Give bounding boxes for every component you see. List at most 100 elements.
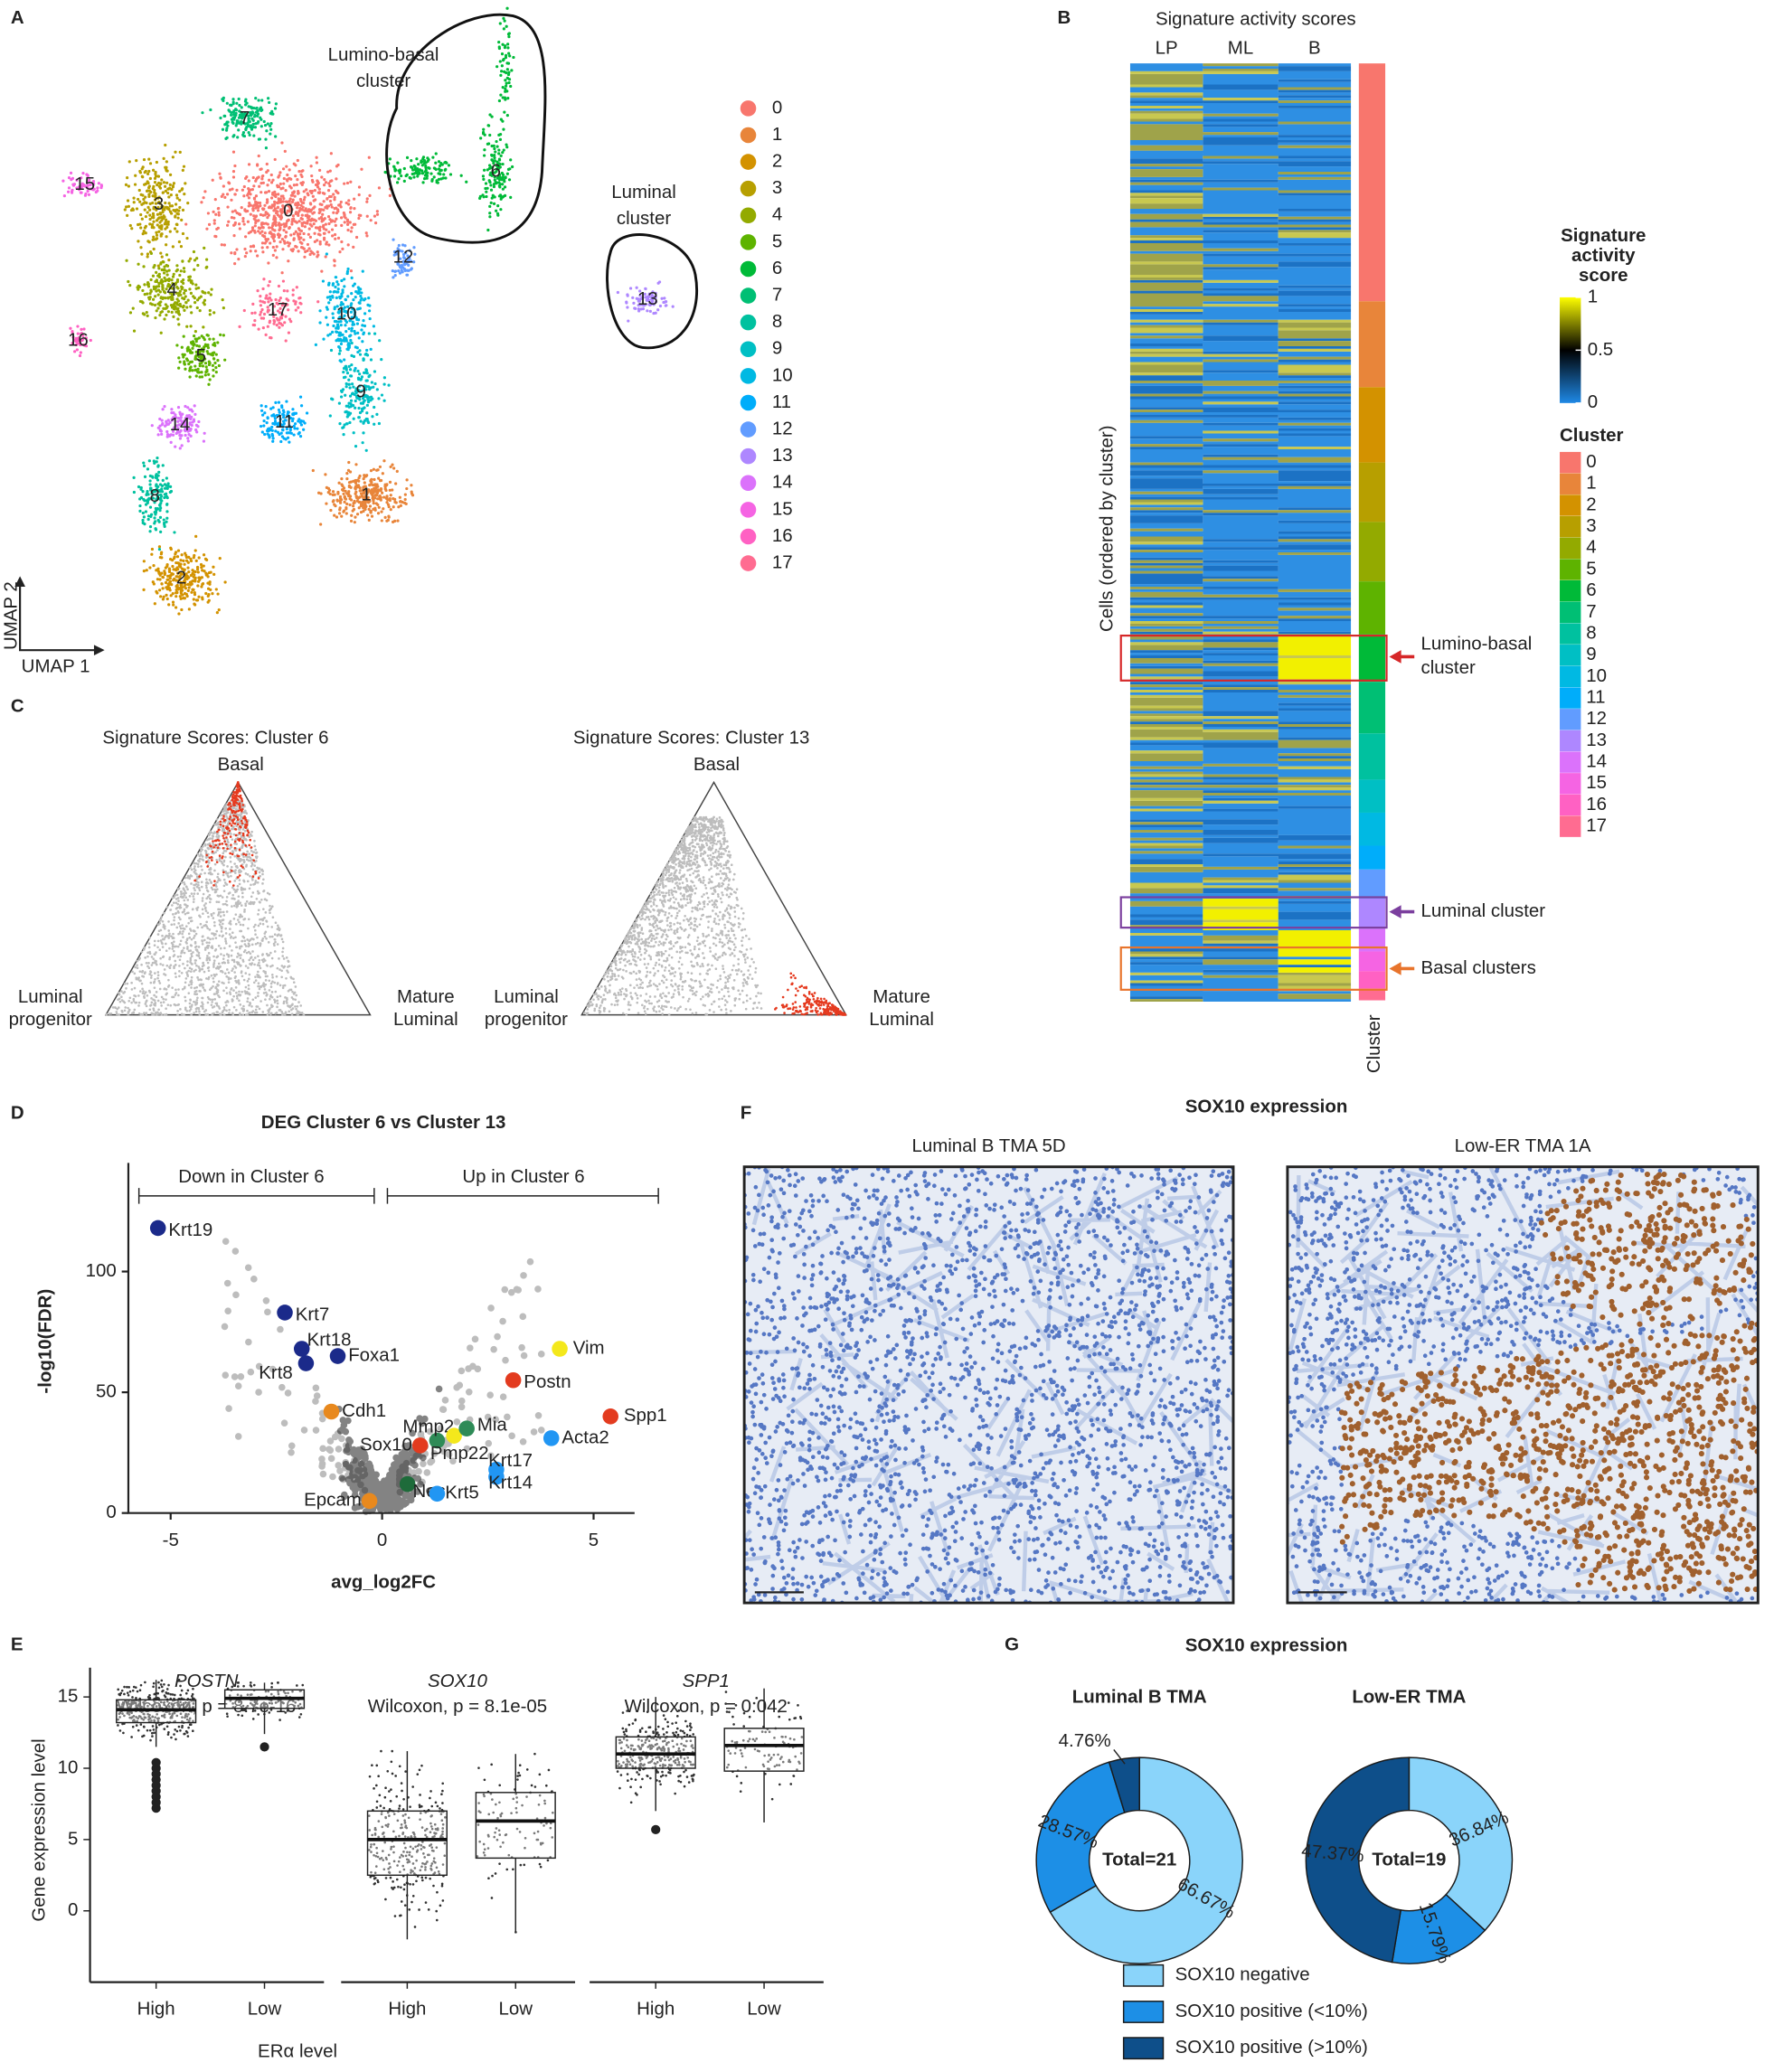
gene-highlight	[149, 1220, 166, 1237]
gene-highlight	[429, 1432, 446, 1449]
umap-cell-points	[150, 404, 206, 450]
legend-swatch	[1560, 645, 1581, 666]
vertex-label: Luminal	[393, 1009, 458, 1030]
legend-label: SOX10 positive (>10%)	[1175, 2037, 1368, 2058]
legend-label: 4	[772, 204, 782, 225]
ternary-points	[105, 799, 306, 1016]
panel-letter: D	[11, 1103, 24, 1124]
donut-total: Total=21	[1102, 1850, 1176, 1870]
donut-label: 4.76%	[1059, 1730, 1111, 1751]
legend-label: 2	[1586, 494, 1596, 514]
cluster-label: 2	[176, 568, 186, 589]
legend-label: 13	[1586, 730, 1607, 750]
legend-label: 6	[772, 258, 782, 278]
vertex-label: Luminal	[869, 1009, 934, 1030]
colorbar-title: score	[1579, 265, 1628, 286]
legend-swatch	[1122, 2001, 1165, 2023]
panel-letter: B	[1058, 7, 1071, 28]
cluster-bar-segment	[1358, 581, 1386, 635]
outlier	[651, 1824, 661, 1834]
vertex-label: Mature	[873, 986, 930, 1007]
legend-label: 13	[772, 445, 793, 466]
stained-nuclei	[1338, 1172, 1759, 1594]
cluster-outline	[606, 233, 698, 350]
legend-label: 14	[772, 472, 793, 493]
cluster-bar-segment	[1358, 682, 1386, 734]
chart-title: Signature activity scores	[1156, 8, 1356, 29]
cluster-bar-segment	[1358, 988, 1386, 1001]
image-frame	[1286, 1165, 1760, 1605]
cluster-label: 3	[154, 193, 164, 214]
gene-highlight	[458, 1420, 475, 1436]
gene-highlight	[446, 1427, 462, 1444]
facet-gene: SPP1	[683, 1671, 730, 1691]
jitter-points	[225, 1681, 305, 1721]
vertex-label: progenitor	[485, 1009, 568, 1030]
heatmap-cells	[1129, 63, 1352, 1002]
y-tick-label: 50	[96, 1381, 117, 1402]
umap-cell-points	[616, 280, 675, 323]
cluster-annotation: Luminal	[611, 182, 676, 202]
legend-label: 7	[772, 284, 782, 305]
cluster-label: 7	[240, 108, 250, 128]
ternary-title: Signature Scores: Cluster 6	[102, 728, 328, 749]
x-tick-label: Low	[747, 1999, 781, 2020]
axis-label: Gene expression level	[28, 1738, 49, 1921]
facet-gene: POSTN	[175, 1671, 239, 1691]
annotation-box	[1119, 634, 1388, 682]
legend-label: 16	[1586, 794, 1607, 815]
gene-label: Foxa1	[348, 1344, 400, 1365]
heatmap-cells	[1129, 63, 1352, 1002]
legend-swatch	[1560, 665, 1581, 688]
donut-slice	[1049, 1756, 1243, 1964]
cluster-label: 0	[283, 200, 293, 221]
y-tick-label: 10	[58, 1756, 79, 1777]
facet-test: Wilcoxon, p = 0.042	[625, 1696, 788, 1717]
cluster-label: 9	[356, 381, 366, 402]
legend-label: 3	[1586, 515, 1596, 536]
donut-slice	[1035, 1761, 1126, 1914]
ihc-image	[744, 1166, 1233, 1604]
legend-swatch	[740, 447, 757, 465]
bracket-label: Down in Cluster 6	[178, 1166, 324, 1187]
legend-swatch	[740, 100, 757, 117]
legend-label: 17	[772, 551, 793, 572]
ternary-highlight-points	[774, 972, 847, 1016]
y-tick-label: 0	[106, 1502, 116, 1522]
x-tick-label: 0	[377, 1530, 387, 1550]
legend-label: 6	[1586, 579, 1596, 600]
axis-label: UMAP 1	[22, 656, 90, 677]
donut-total: Total=19	[1372, 1850, 1446, 1870]
umap-cell-points	[201, 96, 278, 150]
donut-title: Luminal B TMA	[1072, 1687, 1207, 1708]
facet-gene: SOX10	[428, 1671, 488, 1691]
legend-swatch	[740, 368, 757, 384]
image-title: Luminal B TMA 5D	[911, 1135, 1065, 1156]
gene-label: Sox10	[360, 1434, 412, 1455]
cluster-label: 15	[74, 174, 95, 194]
x-tick-label: High	[388, 1999, 426, 2020]
legend-swatch	[740, 394, 757, 411]
legend-swatch	[1560, 730, 1581, 752]
axis-label: -log10(FDR)	[35, 1289, 56, 1394]
legend-swatch	[740, 207, 757, 224]
axis-label: avg_log2FC	[331, 1572, 436, 1593]
gene-points	[221, 1238, 545, 1496]
legend-label: 15	[1586, 772, 1607, 793]
umap-cell-points	[184, 141, 392, 275]
gene-label: Spp1	[624, 1405, 667, 1426]
gene-highlight	[399, 1475, 416, 1493]
annotation-box	[1119, 946, 1388, 991]
x-tick-label: Low	[248, 1999, 282, 2020]
legend-label: 11	[772, 391, 791, 412]
ternary-points	[583, 815, 763, 1016]
gene-highlight	[323, 1403, 340, 1420]
legend-swatch	[1560, 515, 1581, 538]
legend-swatch	[1122, 2037, 1165, 2060]
umap-cell-points	[314, 252, 376, 371]
panel-letter: G	[1005, 1634, 1019, 1654]
gene-label: Pmp22	[430, 1443, 489, 1464]
legend-swatch	[1560, 709, 1581, 730]
legend-label: 1	[772, 124, 782, 145]
